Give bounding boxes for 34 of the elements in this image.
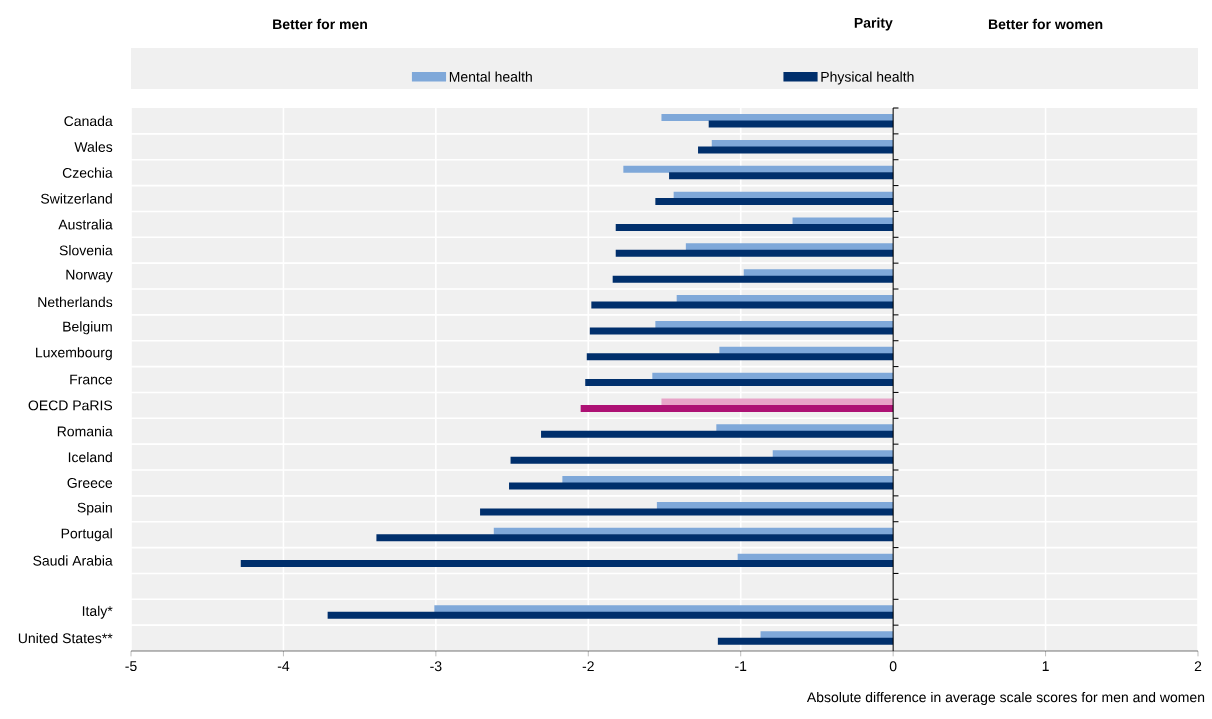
text: Better for women [988,18,1103,30]
text: Parity [854,17,893,31]
y-tick-label: Saudi Arabia [33,555,113,566]
x-axis-title: Absolute difference in average scale scores for men and women [806,691,1205,705]
legend-label: Physical health [821,71,914,85]
y-tick-label: Luxembourg [36,347,112,361]
y-tick-label: Czechia [62,167,113,178]
y-tick-label: France [70,374,113,385]
y-tick-label: Wales [74,141,113,152]
y-tick-label: Norway [66,269,113,283]
x-tick-label: 0 [889,661,897,672]
y-tick-label: OECD PaRIS [28,400,113,411]
y-tick-label: Italy* [82,605,113,619]
y-tick-label: Spain [77,502,112,516]
y-tick-label: Portugal [61,528,112,542]
y-tick-label: Netherlands [38,296,113,308]
x-tick-label: 2 [1194,661,1202,672]
y-tick-label: United States** [18,632,113,644]
x-tick-label: -1 [735,661,747,671]
x-tick-label: -3 [430,661,442,672]
x-tick-label: -2 [582,661,594,672]
legend-label: Mental health [449,71,532,82]
y-tick-label: Slovenia [59,245,113,256]
y-tick-label: Switzerland [41,193,112,204]
y-tick-label: Romania [57,426,113,437]
y-tick-label: Canada [64,115,113,127]
y-tick-label: Greece [67,477,113,488]
text: Better for men [273,18,367,30]
y-tick-label: Iceland [68,451,112,463]
x-tick-label: -4 [277,661,290,671]
y-tick-label: Belgium [63,321,112,335]
y-tick-label: Australia [58,219,113,230]
x-tick-label: -5 [125,661,137,672]
x-tick-label: 1 [1042,661,1049,671]
